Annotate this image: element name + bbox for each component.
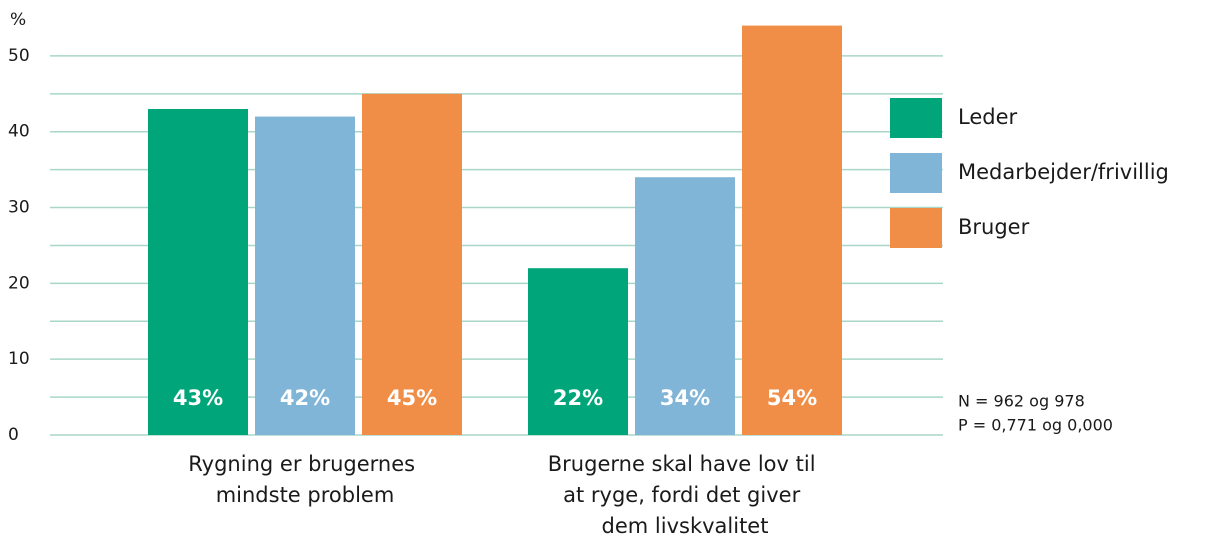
x-tick-label-line: at ryge, fordi det giver [563,483,807,507]
legend-swatch [890,208,942,248]
legend-label: Leder [958,105,1018,129]
value-label: 22% [553,386,603,410]
legend-swatch [890,153,942,193]
bar [148,108,248,436]
x-tick-label-line: Rygning er brugernes [188,452,422,476]
y-axis-label: % [10,10,26,30]
bar [528,268,628,435]
y-tick-label: 0 [8,425,19,445]
value-label: 43% [173,386,223,410]
x-tick-label-line: Brugerne skal have lov til [548,452,822,476]
legend-swatch [890,98,942,138]
value-label: 34% [660,386,710,410]
note: N = 962 og 978 [958,392,1085,411]
legend-label: Medarbejder/frivillig [958,160,1169,184]
legend-label: Bruger [958,215,1030,239]
y-tick-label: 30 [8,198,30,218]
x-tick-label: Brugerne skal have lov til at ryge, ford… [548,452,822,538]
x-tick-label: Rygning er brugernes mindste problem [188,452,422,507]
y-tick-label: 40 [8,122,30,142]
x-tick-label-line: dem livskvalitet [602,514,769,538]
y-tick-label: 50 [8,46,30,66]
note: P = 0,771 og 0,000 [958,416,1113,435]
y-tick-label: 10 [8,349,30,369]
bar [255,116,355,436]
value-label: 45% [387,386,437,410]
value-label: 54% [767,386,817,410]
bar [362,93,462,436]
bar [742,25,842,435]
y-tick-label: 20 [8,273,30,293]
value-label: 42% [280,386,330,410]
bar [635,177,735,435]
x-tick-label-line: mindste problem [216,483,395,507]
